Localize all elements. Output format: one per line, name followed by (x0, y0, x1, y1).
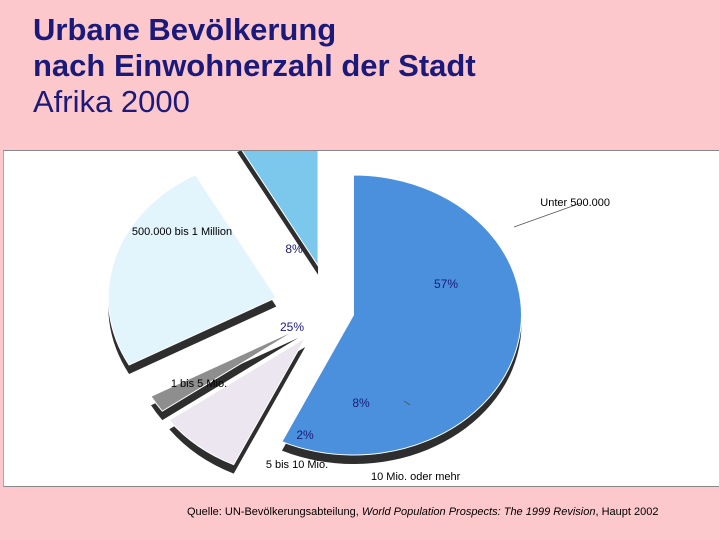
slice-percent-label: 2% (296, 428, 314, 442)
pie-slice (107, 174, 278, 366)
source-note: Quelle: UN-Bevölkerungsabteilung, World … (187, 506, 658, 518)
chart-panel: 57% 8% 2% 25% 8% Unter 500.000 10 Mio. oder me… (3, 150, 719, 487)
slice-category-label: 10 Mio. oder mehr (371, 471, 461, 483)
source-suffix: , Haupt 2002 (595, 506, 659, 518)
pie-slice-shadow (151, 337, 299, 421)
pie-chart: 57% 8% 2% 25% 8% Unter 500.000 10 Mio. oder me… (107, 151, 610, 483)
title-line-3: Afrika 2000 (33, 84, 190, 119)
pie-slice (168, 336, 307, 466)
slide-title: Urbane Bevölkerung nach Einwohnerzahl de… (33, 12, 476, 120)
leader-line (513, 202, 582, 228)
slice-category-label: 500.000 bis 1 Million (132, 226, 232, 238)
slice-category-label: Unter 500.000 (540, 197, 610, 209)
slice-category-label: 5 bis 10 Mio. (266, 459, 328, 471)
slice-percent-label: 57% (434, 277, 458, 291)
source-title: World Population Prospects: The 1999 Rev… (361, 506, 596, 518)
pie-slice (241, 151, 319, 268)
title-line-2: nach Einwohnerzahl der Stadt (33, 48, 476, 83)
slice-percent-label: 8% (352, 396, 370, 410)
slice-percent-label: 25% (280, 320, 304, 334)
pie-slice (150, 328, 299, 412)
pie-slice (281, 174, 522, 456)
leader-line (403, 400, 411, 406)
slice-category-label: 1 bis 5 Mio. (171, 378, 227, 390)
source-prefix: Quelle: UN-Bevölkerungsabteilung, (187, 506, 362, 518)
title-line-1: Urbane Bevölkerung (33, 12, 337, 47)
slice-percent-label: 8% (285, 242, 303, 256)
